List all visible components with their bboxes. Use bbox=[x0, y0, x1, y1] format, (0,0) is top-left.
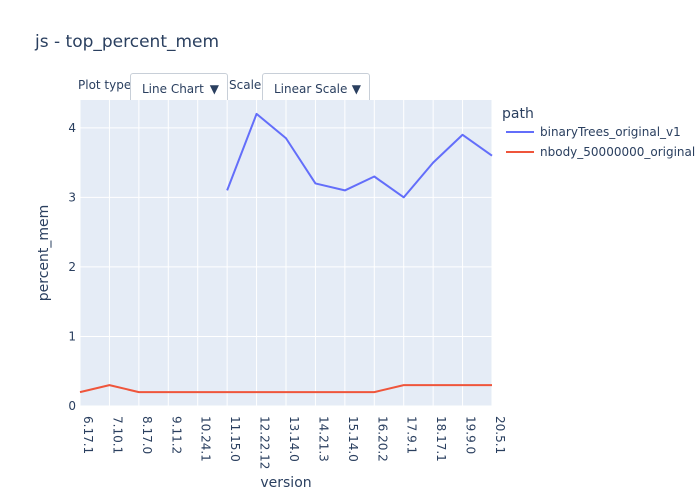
scale-label: Scale: bbox=[229, 78, 266, 92]
chart-title: js - top_percent_mem bbox=[35, 32, 220, 52]
x-tick-label: 18.17.1 bbox=[434, 416, 448, 462]
series-line-1 bbox=[79, 384, 492, 394]
legend-label-1: nbody_50000000_original bbox=[540, 145, 695, 159]
chevron-down-icon: ▼ bbox=[209, 82, 219, 96]
x-tick-label: 6.17.1 bbox=[81, 416, 95, 454]
x-tick-label: 15.14.0 bbox=[346, 416, 360, 462]
x-tick-label: 11.15.0 bbox=[228, 416, 242, 462]
x-tick-label: 13.14.0 bbox=[287, 416, 301, 462]
x-tick-label: 10.24.1 bbox=[199, 416, 213, 462]
x-axis-title: version bbox=[260, 475, 311, 491]
chevron-down-icon: ▼ bbox=[351, 82, 361, 96]
y-tick-label: 1 bbox=[68, 329, 76, 343]
y-tick-label: 0 bbox=[68, 399, 76, 413]
x-tick-label: 9.11.2 bbox=[169, 416, 183, 454]
y-tick-label: 2 bbox=[68, 260, 76, 274]
x-tick-label: 14.21.3 bbox=[316, 416, 330, 462]
x-tick-label: 7.10.1 bbox=[110, 416, 124, 454]
x-tick-label: 16.20.2 bbox=[375, 416, 389, 462]
x-tick-label: 8.17.0 bbox=[140, 416, 154, 454]
y-tick-label: 4 bbox=[68, 121, 76, 135]
x-tick-label: 12.22.12 bbox=[258, 416, 272, 469]
y-tick-label: 3 bbox=[68, 190, 76, 204]
x-tick-label: 19.9.0 bbox=[464, 416, 478, 454]
plot-type-value: Line Chart bbox=[142, 82, 204, 96]
legend-label-0: binaryTrees_original_v1 bbox=[540, 125, 681, 139]
plot-type-dropdown[interactable]: Line Chart ▼ bbox=[130, 73, 228, 105]
scale-value: Linear Scale bbox=[274, 82, 348, 96]
y-axis-title: percent_mem bbox=[36, 205, 52, 302]
series-line-0 bbox=[226, 112, 493, 199]
plot-type-label: Plot type: bbox=[78, 78, 136, 92]
x-tick-label: 17.9.1 bbox=[405, 416, 419, 454]
scale-dropdown[interactable]: Linear Scale ▼ bbox=[262, 73, 370, 105]
x-tick-label: 20.5.1 bbox=[493, 416, 507, 454]
legend-title: path bbox=[502, 106, 534, 122]
